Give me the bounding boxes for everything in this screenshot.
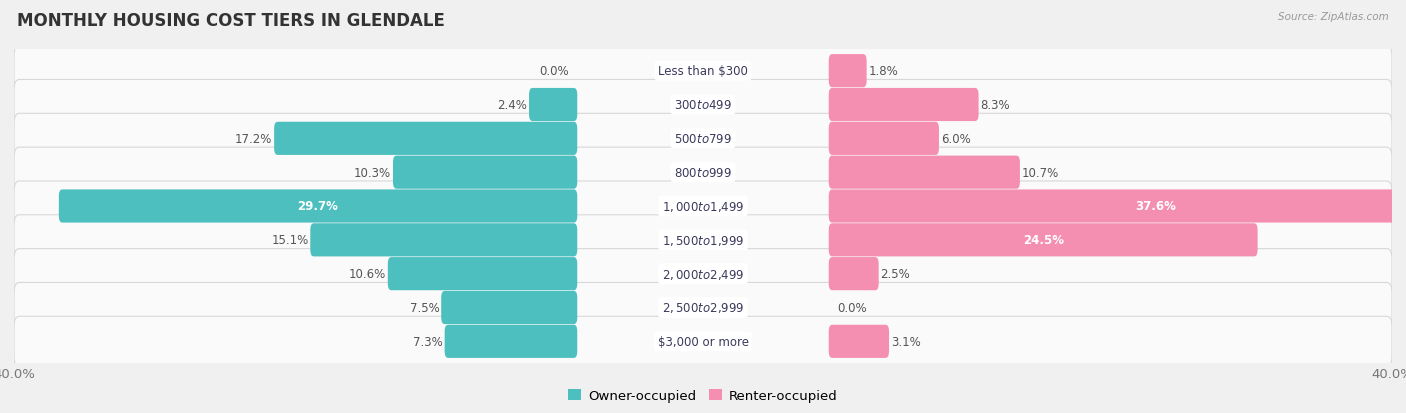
- Text: 8.3%: 8.3%: [980, 99, 1010, 112]
- FancyBboxPatch shape: [388, 257, 578, 290]
- FancyBboxPatch shape: [529, 89, 578, 122]
- Text: 24.5%: 24.5%: [1022, 234, 1064, 247]
- Text: MONTHLY HOUSING COST TIERS IN GLENDALE: MONTHLY HOUSING COST TIERS IN GLENDALE: [17, 12, 444, 30]
- Text: Source: ZipAtlas.com: Source: ZipAtlas.com: [1278, 12, 1389, 22]
- FancyBboxPatch shape: [14, 47, 1392, 97]
- FancyBboxPatch shape: [828, 257, 879, 290]
- FancyBboxPatch shape: [14, 148, 1392, 198]
- Text: $3,000 or more: $3,000 or more: [658, 335, 748, 348]
- FancyBboxPatch shape: [828, 156, 1019, 189]
- Text: Less than $300: Less than $300: [658, 65, 748, 78]
- Text: 17.2%: 17.2%: [235, 133, 273, 145]
- FancyBboxPatch shape: [14, 283, 1392, 333]
- FancyBboxPatch shape: [14, 80, 1392, 130]
- Text: 2.5%: 2.5%: [880, 268, 910, 280]
- FancyBboxPatch shape: [828, 55, 866, 88]
- Text: $2,500 to $2,999: $2,500 to $2,999: [662, 301, 744, 315]
- FancyBboxPatch shape: [311, 224, 578, 257]
- Text: $800 to $999: $800 to $999: [673, 166, 733, 179]
- Text: $500 to $799: $500 to $799: [673, 133, 733, 145]
- FancyBboxPatch shape: [14, 316, 1392, 366]
- Text: 6.0%: 6.0%: [941, 133, 970, 145]
- Text: $1,000 to $1,499: $1,000 to $1,499: [662, 199, 744, 214]
- FancyBboxPatch shape: [828, 123, 939, 156]
- Text: 10.3%: 10.3%: [354, 166, 391, 179]
- Text: 7.5%: 7.5%: [409, 301, 440, 314]
- Text: 15.1%: 15.1%: [271, 234, 308, 247]
- FancyBboxPatch shape: [14, 182, 1392, 231]
- Text: $2,000 to $2,499: $2,000 to $2,499: [662, 267, 744, 281]
- FancyBboxPatch shape: [392, 156, 578, 189]
- FancyBboxPatch shape: [274, 123, 578, 156]
- Text: 0.0%: 0.0%: [538, 65, 568, 78]
- FancyBboxPatch shape: [828, 224, 1257, 257]
- FancyBboxPatch shape: [828, 89, 979, 122]
- Text: 10.7%: 10.7%: [1022, 166, 1059, 179]
- FancyBboxPatch shape: [441, 291, 578, 324]
- FancyBboxPatch shape: [14, 215, 1392, 265]
- Text: $1,500 to $1,999: $1,500 to $1,999: [662, 233, 744, 247]
- Text: 0.0%: 0.0%: [838, 301, 868, 314]
- FancyBboxPatch shape: [14, 114, 1392, 164]
- Text: 7.3%: 7.3%: [413, 335, 443, 348]
- FancyBboxPatch shape: [59, 190, 578, 223]
- FancyBboxPatch shape: [444, 325, 578, 358]
- Text: 1.8%: 1.8%: [869, 65, 898, 78]
- Text: 29.7%: 29.7%: [298, 200, 339, 213]
- FancyBboxPatch shape: [828, 325, 889, 358]
- FancyBboxPatch shape: [14, 249, 1392, 299]
- Text: 2.4%: 2.4%: [498, 99, 527, 112]
- Legend: Owner-occupied, Renter-occupied: Owner-occupied, Renter-occupied: [562, 384, 844, 407]
- Text: 37.6%: 37.6%: [1136, 200, 1177, 213]
- FancyBboxPatch shape: [828, 190, 1406, 223]
- Text: $300 to $499: $300 to $499: [673, 99, 733, 112]
- Text: 3.1%: 3.1%: [891, 335, 921, 348]
- Text: 10.6%: 10.6%: [349, 268, 387, 280]
